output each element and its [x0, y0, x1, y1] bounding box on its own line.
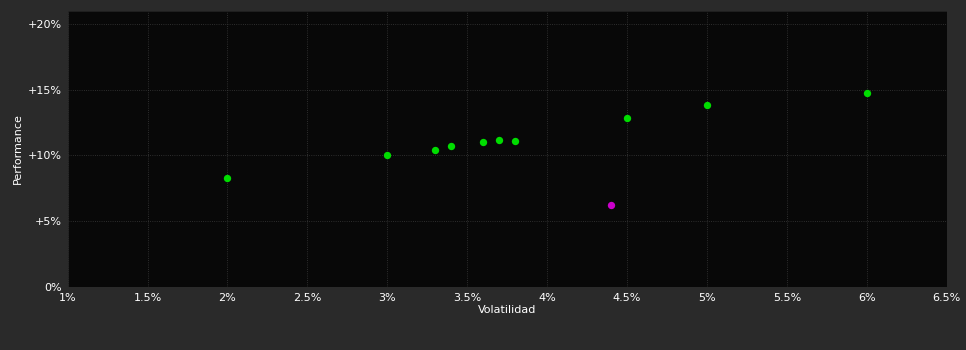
X-axis label: Volatilidad: Volatilidad	[478, 305, 536, 315]
Point	[507, 138, 523, 144]
Point	[619, 116, 635, 121]
Point	[443, 143, 459, 149]
Point	[219, 175, 235, 181]
Point	[604, 203, 619, 208]
Y-axis label: Performance: Performance	[13, 113, 22, 184]
Point	[859, 91, 874, 96]
Point	[475, 139, 491, 145]
Point	[380, 153, 395, 158]
Point	[428, 147, 443, 153]
Point	[492, 137, 507, 142]
Point	[699, 103, 715, 108]
